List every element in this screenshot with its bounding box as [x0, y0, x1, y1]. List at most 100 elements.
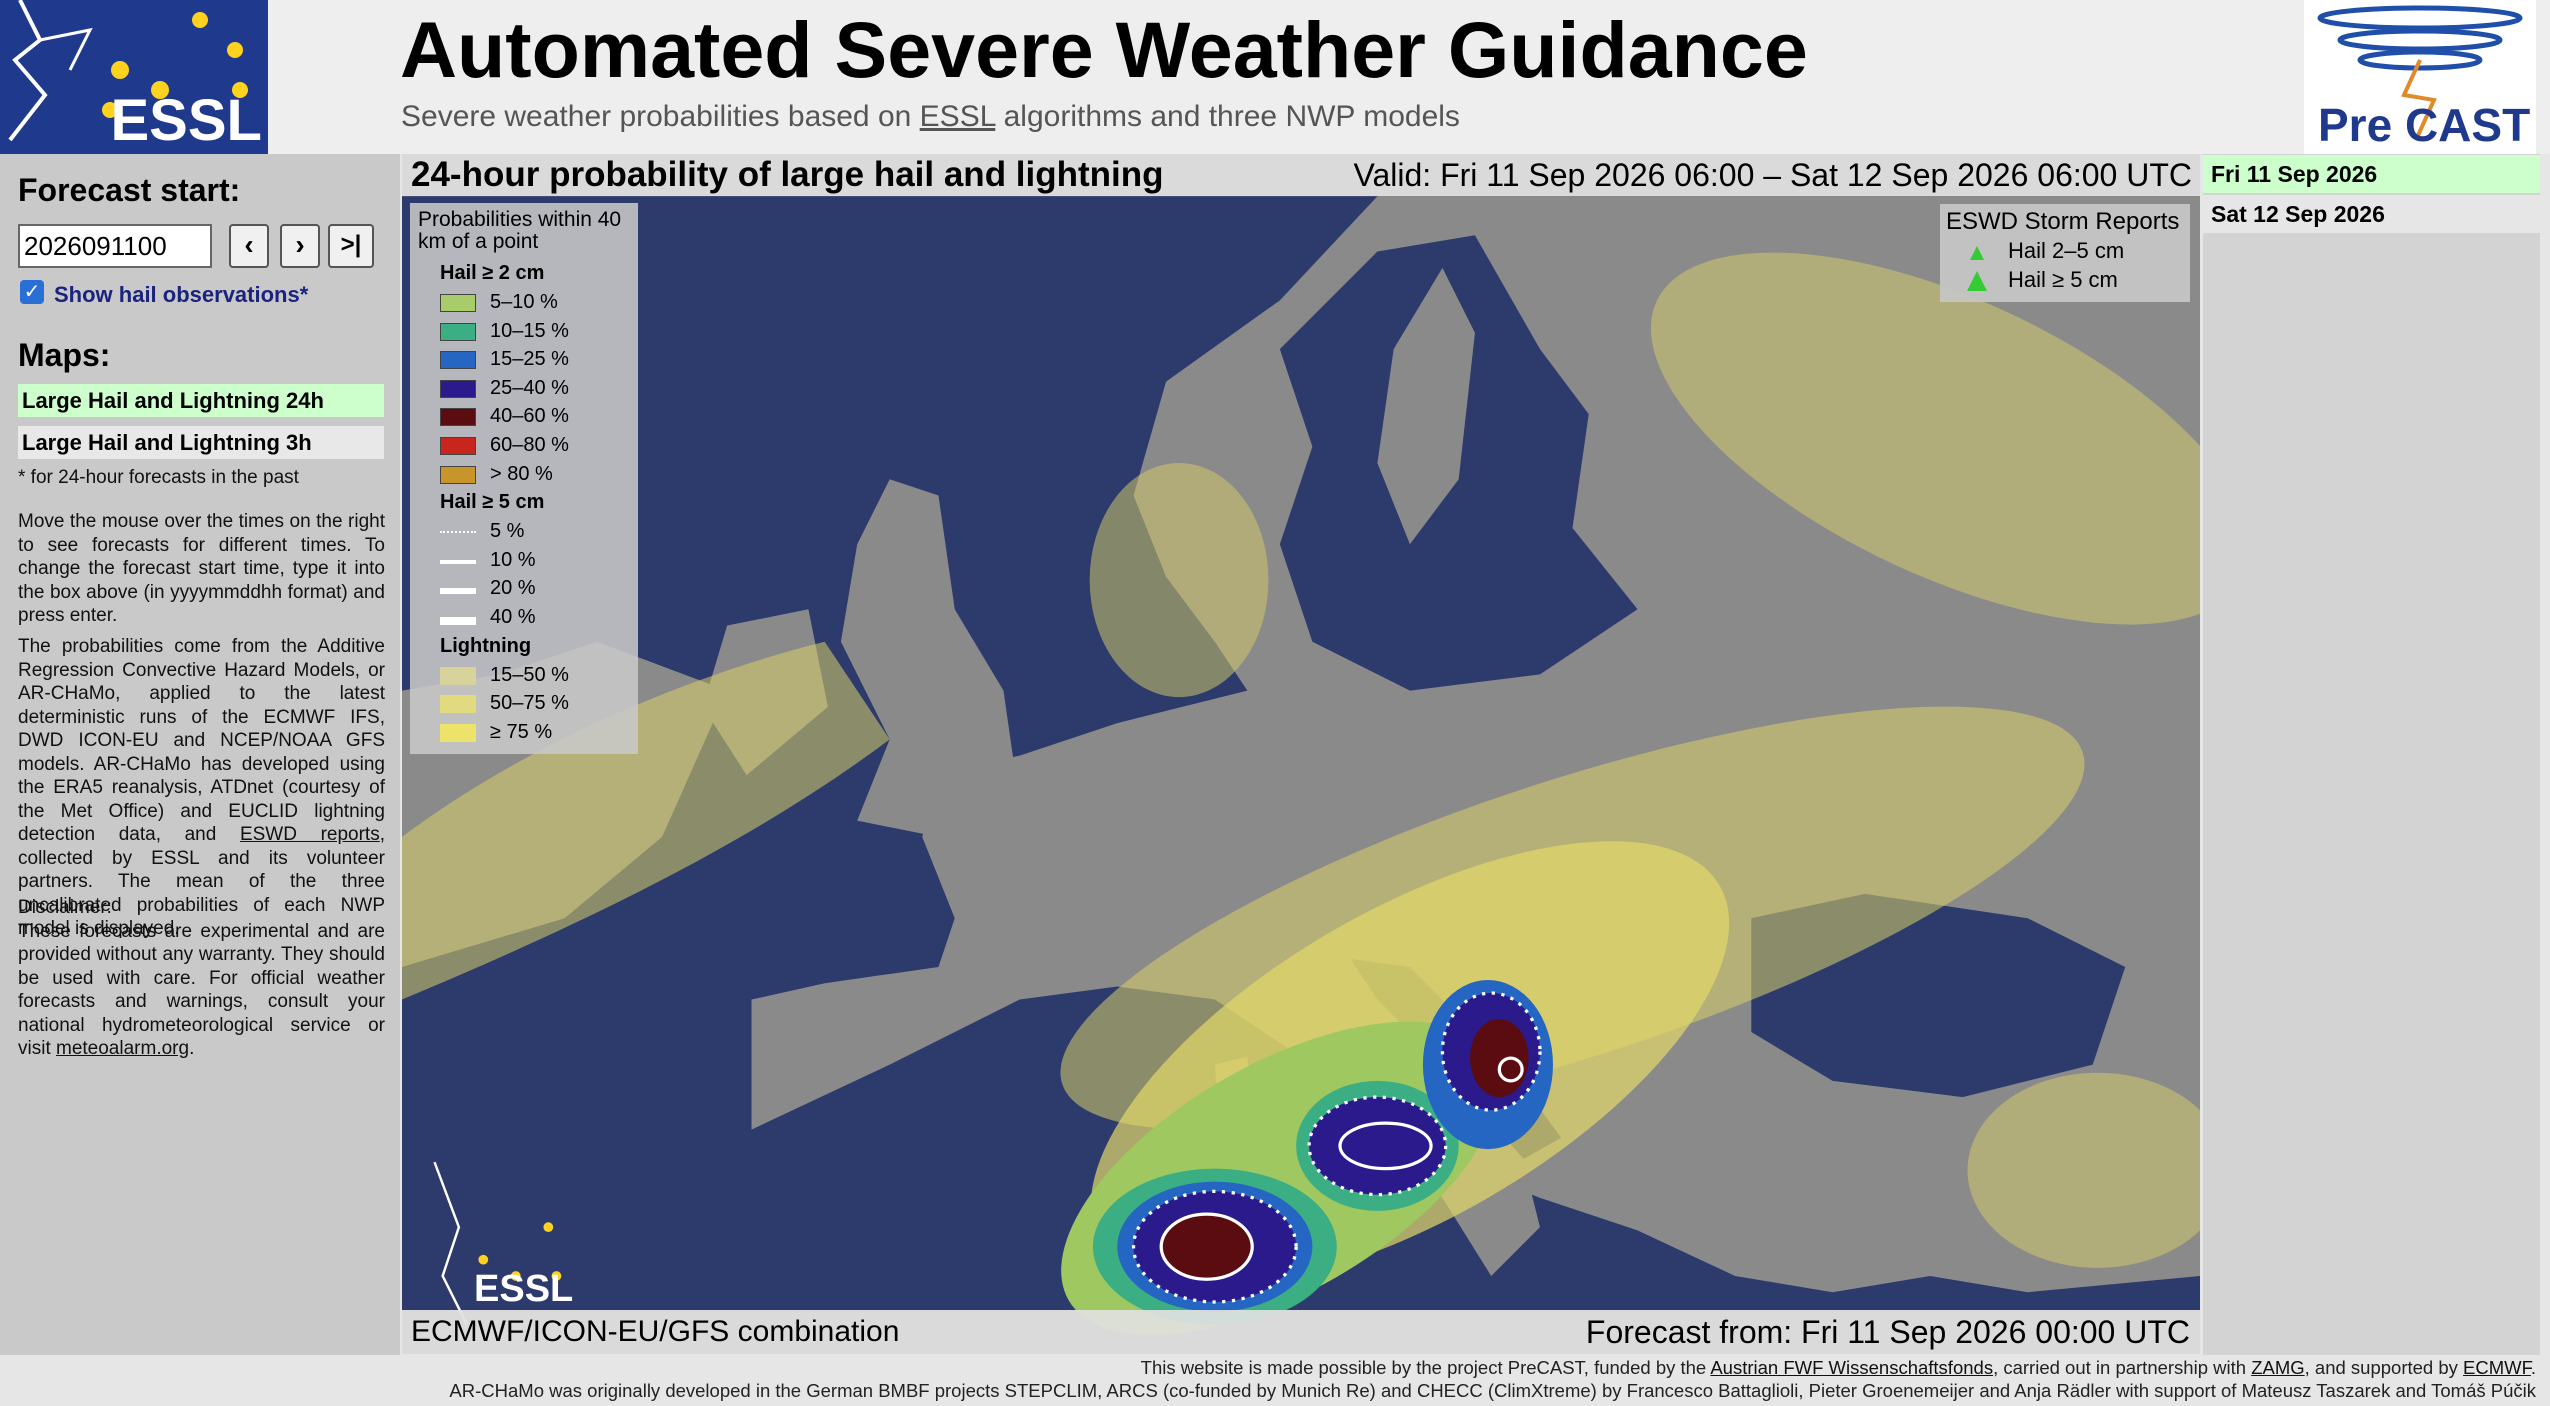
legend-label: 60–80 % [490, 433, 569, 456]
legend-label: 5 % [490, 520, 525, 543]
legend-label: ≥ 75 % [490, 720, 553, 743]
legend-label: > 80 % [490, 462, 553, 485]
footer-line: This website is made possible by the pro… [1141, 1357, 2536, 1379]
logo-art [8, 0, 248, 142]
legend-item: 5–10 % [418, 288, 630, 317]
map-footer-bar: ECMWF/ICON-EU/GFS combination Forecast f… [402, 1310, 2200, 1354]
legend-label: 50–75 % [490, 692, 569, 715]
legend-label: 15–25 % [490, 348, 569, 371]
paragraph: The probabilities come from the Additive… [18, 635, 385, 941]
eswd-label: Hail ≥ 5 cm [2008, 267, 2118, 292]
date-item[interactable]: Fri 11 Sep 2026 [2203, 155, 2540, 193]
legend-item: 25–40 % [418, 374, 630, 403]
legend-swatch [440, 465, 476, 484]
legend-label: 5–10 % [490, 291, 558, 313]
eswd-marker [1970, 246, 1984, 261]
model-combination: ECMWF/ICON-EU/GFS combination [411, 1315, 900, 1348]
legend-item: 20 % [418, 574, 630, 603]
map-item[interactable]: Large Hail and Lightning 24h [18, 384, 384, 417]
fwf-link[interactable]: Austrian FWF Wissenschaftsfonds [1710, 1357, 1994, 1378]
legend-swatch [440, 294, 476, 312]
legend-item: 50–75 % [418, 689, 630, 718]
footer-text: . [2530, 1357, 2536, 1378]
legend-label: 10–15 % [490, 319, 569, 342]
map-title: 24-hour probability of large hail and li… [411, 155, 1164, 194]
logo-text: ESSL [110, 88, 263, 153]
legend-swatch [440, 351, 476, 370]
legend-label: 40 % [490, 605, 536, 628]
forecast-start-input[interactable]: 2026091100 [18, 224, 212, 268]
date-item[interactable]: Sat 12 Sep 2026 [2203, 195, 2540, 233]
latest-button[interactable]: >| [328, 224, 374, 268]
meteoalarm-link[interactable]: meteoalarm.org [56, 1038, 190, 1059]
legend-swatch [440, 695, 476, 714]
legend-label: 20 % [490, 577, 536, 600]
legend-heading: Probabilities within 40 km of a point [418, 208, 622, 253]
legend-line [440, 616, 476, 625]
forecast-from: Forecast from: Fri 11 Sep 2026 00:00 UTC [1585, 1314, 2190, 1350]
subtitle-text: algorithms and three NWP models [995, 100, 1460, 133]
map-title-bar: 24-hour probability of large hail and li… [402, 154, 2200, 196]
legend-line [440, 559, 476, 564]
date-list: Fri 11 Sep 2026 Sat 12 Sep 2026 [2203, 154, 2540, 1355]
eswd-item: Hail ≥ 5 cm [1946, 265, 2184, 294]
maps-label: Maps: [18, 337, 111, 373]
legend-item: 5 % [418, 517, 630, 546]
eswd-title: ESWD Storm Reports [1946, 208, 2180, 235]
disclaimer-text: . [189, 1038, 195, 1059]
sidebar: Forecast start: 2026091100 ‹ › >| ✓ Show… [0, 154, 400, 1355]
ecmwf-link[interactable]: ECMWF [2463, 1357, 2531, 1378]
legend-swatch [440, 666, 476, 685]
legend-item: 60–80 % [418, 431, 630, 460]
header: ESSL Automated Severe Weather Guidance S… [0, 0, 2550, 154]
legend-item: 40 % [418, 603, 630, 632]
forecast-start-label: Forecast start: [18, 172, 241, 208]
eswd-link[interactable]: ESWD reports [239, 824, 380, 845]
legend-section-title: Hail ≥ 5 cm [440, 491, 545, 514]
prev-button[interactable]: ‹ [229, 224, 269, 268]
footer-line: AR-CHaMo was originally developed in the… [449, 1380, 2536, 1401]
disclaimer-text: These forecasts are experimental and are… [18, 920, 385, 1060]
footer-text: , carried out in partnership with [1993, 1357, 2252, 1378]
legend-item: ≥ 75 % [418, 718, 630, 747]
subtitle-text: Severe weather probabilities based on [401, 100, 920, 133]
legend-label: 10 % [490, 548, 536, 571]
legend-swatch [440, 408, 476, 427]
essl-link[interactable]: ESSL [919, 100, 996, 133]
hail-checkbox[interactable]: ✓ [20, 280, 44, 304]
eswd-marker [1967, 271, 1987, 291]
disclaimer-label: Disclaimer: [18, 897, 112, 918]
precast-logo[interactable]: Pre CAST [2304, 0, 2536, 154]
logo-pre: Pre [2318, 99, 2393, 151]
hail-contours [1061, 980, 1553, 1336]
essl-logo[interactable]: ESSL [0, 0, 268, 154]
legend-line [440, 588, 476, 595]
checkbox-label[interactable]: Show hail observations* [54, 282, 309, 307]
valid-time: Valid: Fri 11 Sep 2026 06:00 – Sat 12 Se… [1353, 157, 2192, 193]
legend: Probabilities within 40 km of a point Hai… [410, 203, 638, 754]
logo-text: Pre CAST [2318, 98, 2530, 152]
legend-item: 15–25 % [418, 345, 630, 374]
map-panel: 24-hour probability of large hail and li… [402, 154, 2200, 1354]
legend-swatch [440, 436, 476, 455]
eswd-label: Hail 2–5 cm [2008, 238, 2125, 263]
legend-section-title: Lightning [440, 634, 532, 657]
legend-swatch [440, 379, 476, 398]
logo-art [2317, 5, 2523, 141]
paragraph-text: , collected by ESSL and its volunteer pa… [18, 824, 385, 939]
legend-item: > 80 % [418, 460, 630, 489]
note: * for 24-hour forecasts in the past [18, 467, 299, 488]
legend-label: 40–60 % [490, 405, 569, 428]
zamg-link[interactable]: ZAMG [2251, 1357, 2305, 1378]
legend-label: 15–50 % [490, 663, 569, 686]
paragraph: Move the mouse over the times on the rig… [18, 511, 385, 626]
legend-label: 25–40 % [490, 376, 569, 399]
page-title: Automated Severe Weather Guidance [400, 5, 1808, 94]
legend-line [440, 531, 476, 534]
legend-item: 10 % [418, 546, 630, 575]
legend-section-title: Hail ≥ 2 cm [440, 262, 545, 284]
legend-swatch [440, 723, 476, 742]
subtitle: Severe weather probabilities based on ES… [401, 100, 1460, 134]
next-button[interactable]: › [280, 224, 320, 268]
map-item[interactable]: Large Hail and Lightning 3h [18, 426, 384, 459]
